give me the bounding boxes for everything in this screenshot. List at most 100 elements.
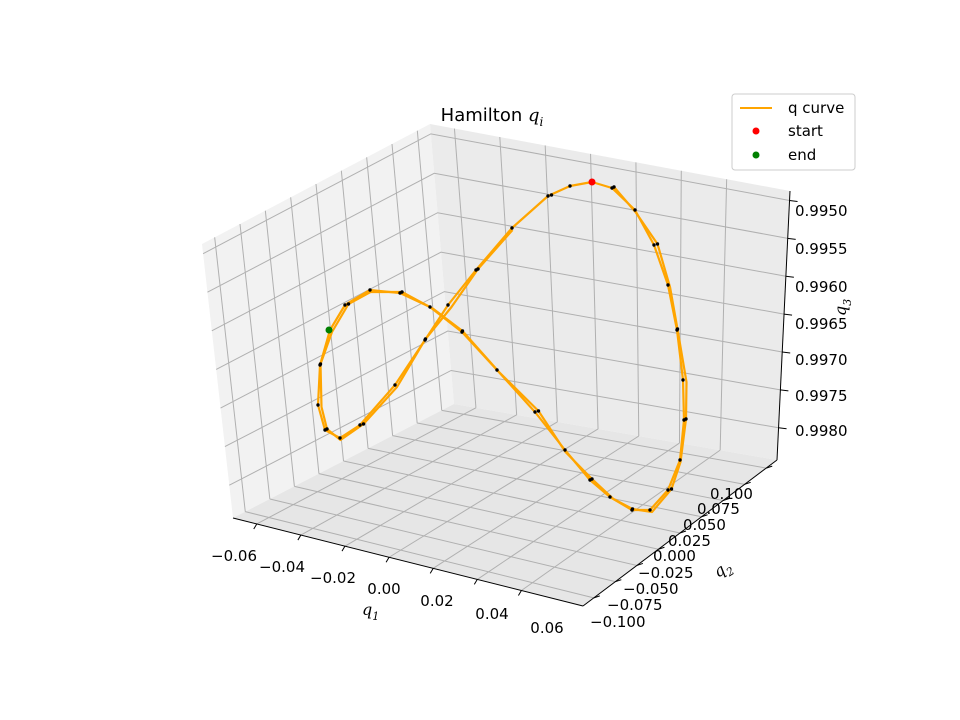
grid-line-y-wall [340,170,369,449]
sample-point [681,378,685,382]
grid-line-y-wall [391,143,418,424]
x-axis-label: q1 [362,600,379,623]
y-tick-label: 0.100 [710,485,753,503]
z-tick-mark [785,275,794,278]
sample-point [446,303,450,307]
x-tick-label: 0.06 [530,619,563,637]
y-tick-label: 0.050 [683,516,726,534]
grid-line-y [367,447,702,518]
grid-line-y [245,511,594,599]
grid-line-y-wall [366,157,394,436]
grid-line-x-wall [453,128,477,408]
sample-point [568,184,572,188]
sample-point [361,422,366,426]
sample-point [655,242,660,246]
start-marker [588,178,596,186]
y-tick-mark [744,481,751,485]
x-tick-label: 0.04 [475,605,508,623]
sample-point [648,508,652,512]
sample-point [476,267,480,271]
z-tick-label: 0.9960 [795,278,848,296]
y-axis-ticks: −0.100−0.075−0.050−0.0250.0000.0250.0500… [590,465,773,631]
grid-line-y-wall [214,237,246,512]
grid-line-x-wall [635,162,640,437]
z-tick-mark [783,313,793,316]
z-tick-label: 0.9955 [795,240,848,258]
legend-label-curve: q curve [788,99,844,117]
legend-label-start: start [788,122,823,140]
y-tick-label: 0.075 [697,500,740,518]
grid-line-z [224,330,781,448]
grid-line-y [417,422,745,485]
legend-box [731,93,856,171]
sample-point [338,436,342,440]
grid-line-y-wall [290,197,320,474]
legend: q curve start end [731,93,856,171]
x-tick-label: −0.06 [211,547,257,565]
grid-line-y [269,498,616,583]
sample-point [428,305,432,309]
y-tick-mark [722,498,730,502]
y-tick-mark [658,546,665,550]
sample-point [343,303,347,307]
sample-point [633,208,637,212]
x-tick-mark [517,590,522,596]
sample-point [318,362,323,366]
z-tick-mark [787,237,796,240]
grid-line-y-wall [264,210,295,487]
legend-label-end: end [788,146,816,164]
sample-points [316,179,688,512]
end-marker [325,326,333,334]
sample-point [549,193,554,197]
y-tick-label: 0.000 [653,547,696,565]
y-tick-mark [701,514,708,518]
z-axis-ticks: 0.9950 0.9955 0.9960 0.9965 0.9970 0.9975 0.99… [778,199,848,440]
sample-point [675,327,680,331]
grid-line-z [220,291,783,409]
y-tick-mark [593,595,600,599]
x-axis-ticks: −0.06−0.04 −0.02 0.00 0.02 0.04 0.06 [211,523,564,637]
y-tick-label: −0.075 [607,596,663,614]
x-axis-line [232,517,584,607]
x-tick-label: 0.02 [420,592,453,610]
sample-point [400,290,404,294]
x-tick-mark [473,579,478,585]
sample-point [536,409,541,413]
z-tick-mark [780,389,789,392]
legend-start-swatch [752,127,760,135]
sample-point [316,403,320,407]
grid-line-y [343,460,681,534]
y-tick-mark [636,562,644,566]
y-tick-label: −0.025 [638,564,694,582]
y-tick-mark [679,530,687,534]
grid-line-z [202,133,790,255]
sample-point [393,383,397,387]
grid-line-x-wall [499,136,518,415]
z-tick-mark [789,199,798,202]
pane-floor [233,404,777,606]
z-axis-label: q3 [831,299,854,316]
sample-point [684,417,688,421]
sample-point [325,427,329,431]
sample-point [510,226,514,230]
x-tick-mark [429,568,434,574]
z-tick-label: 0.9970 [795,351,848,369]
sample-point [533,410,537,414]
grid-line-x-wall [678,170,682,444]
x-tick-mark [385,556,390,563]
grid-line-y-wall [315,183,344,462]
grid-line-y-wall [416,130,443,411]
grid-line-y-wall [239,223,271,500]
z-tick-mark [782,351,791,354]
x-tick-label: 0.00 [367,580,400,598]
y-tick-label: 0.025 [668,532,711,550]
x-tick-label: −0.04 [259,558,305,576]
x-tick-mark [341,545,346,552]
grid-line-y [318,473,659,550]
x-tick-label: −0.02 [310,569,356,587]
z-axis-line [776,190,791,461]
grid-line-z [229,369,779,486]
grid-line-z [207,172,788,293]
y-axis-label: q2 [710,556,737,585]
sample-point [630,507,635,511]
